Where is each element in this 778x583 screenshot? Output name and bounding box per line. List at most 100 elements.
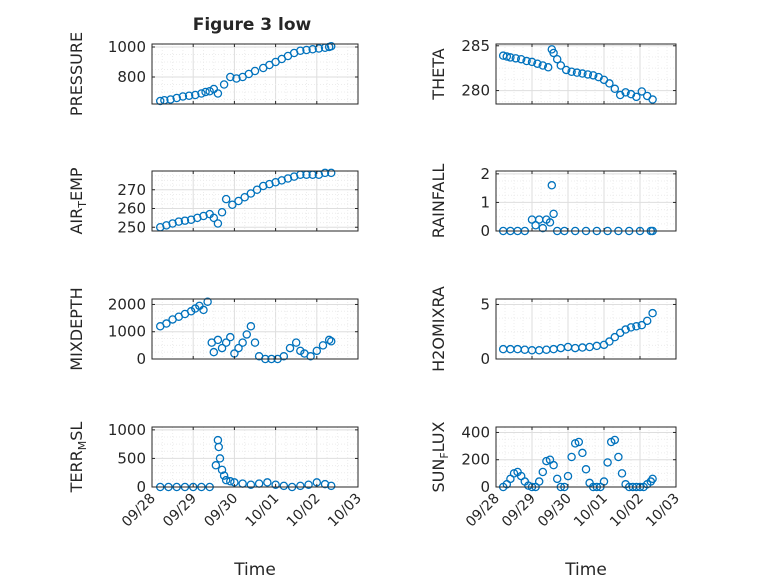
data-point [211,461,221,470]
axes-box [495,43,677,105]
data-point [174,217,184,226]
y-tick-label: 1 [480,193,490,211]
axes-box [495,298,677,360]
data-point [246,480,256,489]
data-point [574,437,584,447]
data-point [217,343,227,353]
data-point [296,46,305,56]
y-axis-label: AIRTEMP [67,167,89,234]
data-point [545,218,555,227]
data-point [621,88,630,97]
y-tick-label: 2000 [108,295,146,313]
data-point [279,352,289,361]
data-point [543,63,553,72]
y-tick-label: 270 [117,181,146,199]
data-point [605,79,614,88]
data-point [226,72,235,82]
data-point [162,319,171,328]
data-point [538,467,548,477]
data-point [252,185,262,194]
data-point [246,189,256,198]
y-tick-label: 260 [117,200,146,218]
data-point [242,330,252,339]
data-point [250,66,260,76]
panel-mixdepth: 0 1000 2000 MIXDEPTH [67,287,359,371]
y-tick-label: 800 [117,68,146,86]
x-axis-label: Time [564,560,607,580]
data-point [326,42,336,51]
data-point [203,297,212,306]
data-point [246,322,256,331]
data-point [219,80,229,89]
data-point [547,181,557,190]
figure-title: Figure 3 low [193,15,312,35]
data-point [155,96,165,106]
panel-pressure: 800 1000 PRESSURE [67,32,359,116]
data-point [199,305,208,315]
data-point [234,196,243,206]
data-point [197,89,206,98]
y-tick-label: 250 [117,218,146,236]
data-point [581,465,591,474]
data-point [534,477,544,486]
axes-box [495,426,677,488]
data-point [213,219,223,228]
data-point [567,452,576,462]
data-point [226,332,235,342]
data-point [533,59,542,68]
data-point [549,209,558,219]
data-point [166,95,175,104]
data-point [605,337,614,346]
data-point [578,448,587,458]
x-axis-label: Time [233,560,276,580]
y-axis-label: TERRMSL [67,422,89,494]
data-point [201,87,210,97]
panel-rainfall: 0 1 2 RAINFALL [429,164,677,240]
y-axis-label: H2OMIXRA [429,286,448,372]
data-point [516,54,526,64]
y-tick-label: 0 [480,350,490,368]
data-point [648,95,657,104]
data-point [326,337,336,346]
data-point [506,53,515,62]
data-point [271,480,280,489]
data-point [588,71,598,80]
data-point [205,87,214,96]
data-point [538,223,548,233]
data-point [279,481,289,491]
data-point [217,465,227,475]
data-point [632,322,641,331]
y-axis-label: PRESSURE [67,32,86,116]
data-point [191,90,200,100]
data-point [312,346,322,356]
panel-h2omixra: 0 5 H2OMIXRA [429,286,677,372]
y-tick-label: 400 [461,423,490,441]
data-point [632,92,641,102]
data-point [263,478,272,487]
data-point [583,70,593,79]
data-point [285,343,295,353]
data-point [184,91,194,101]
data-point [567,67,576,77]
data-point [320,168,330,178]
data-point [320,479,330,489]
data-point [326,481,336,491]
data-point [610,332,620,342]
panel-theta: 280 285 THETA [429,37,677,105]
y-tick-label: 280 [461,82,490,100]
y-tick-label: 0 [136,350,146,368]
axes-box [151,43,359,105]
data-point [563,471,573,481]
data-point [637,87,647,96]
data-point [614,452,623,462]
data-point [219,471,229,480]
data-point [296,481,305,491]
y-tick-label: 0 [136,478,146,496]
data-point [221,194,231,204]
y-tick-label: 285 [461,37,490,55]
y-tick-label: 0 [480,222,490,240]
data-point [215,454,225,463]
data-point [213,335,223,345]
